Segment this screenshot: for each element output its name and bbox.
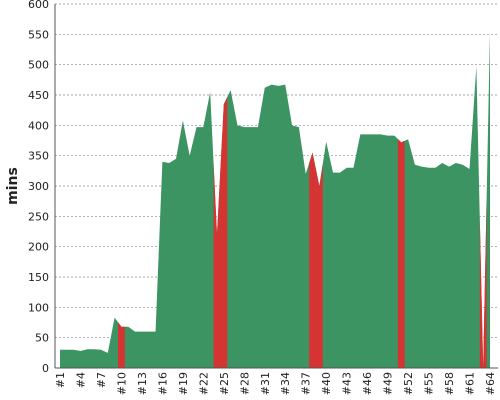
y-tick-label: 50: [35, 332, 49, 345]
x-tick-label: #58: [443, 372, 456, 395]
highlight-segment: [315, 163, 323, 368]
y-tick-label: 150: [28, 271, 49, 284]
y-tick-label: 100: [28, 301, 49, 314]
x-tick-label: #43: [341, 372, 354, 395]
x-tick-label: #28: [238, 372, 251, 395]
highlight-segment: [118, 322, 125, 368]
x-tick-label: #37: [300, 372, 313, 395]
y-tick-label: 250: [28, 210, 49, 223]
y-tick-label: 400: [28, 119, 49, 132]
y-tick-label: 500: [28, 59, 49, 72]
x-tick-label: #25: [218, 372, 231, 395]
highlight-segment: [309, 152, 316, 368]
x-tick-label: #46: [361, 372, 374, 395]
x-tick-label: #10: [115, 372, 128, 395]
x-tick-label: #7: [95, 372, 108, 388]
y-tick-label: 600: [28, 0, 49, 11]
x-tick-label: #40: [320, 372, 333, 395]
highlight-segment: [220, 97, 228, 368]
x-tick-label: #13: [136, 372, 149, 395]
y-tick-label: 300: [28, 180, 49, 193]
x-tick-label: #22: [197, 372, 210, 395]
y-axis-label: mins: [5, 167, 21, 205]
x-tick-label: #31: [259, 372, 272, 395]
x-tick-label: #49: [382, 372, 395, 395]
highlight-segment: [397, 138, 405, 368]
y-tick-label: 350: [28, 150, 49, 163]
x-tick-label: #34: [279, 372, 292, 395]
area: [60, 31, 490, 369]
x-tick-label: #4: [74, 372, 87, 388]
x-tick-label: #64: [484, 372, 497, 395]
x-tick-label: #55: [423, 372, 436, 395]
x-tick-label: #61: [464, 372, 477, 395]
y-tick-label: 450: [28, 89, 49, 102]
x-tick-label: #1: [54, 372, 67, 388]
x-tick-label: #19: [177, 372, 190, 395]
highlight-segment: [479, 199, 487, 368]
y-tick-label: 0: [42, 362, 49, 375]
x-tick-label: #16: [156, 372, 169, 395]
highlight-segment: [213, 163, 221, 368]
x-tick-label: #52: [402, 372, 415, 395]
y-tick-label: 550: [28, 28, 49, 41]
y-tick-label: 200: [28, 241, 49, 254]
